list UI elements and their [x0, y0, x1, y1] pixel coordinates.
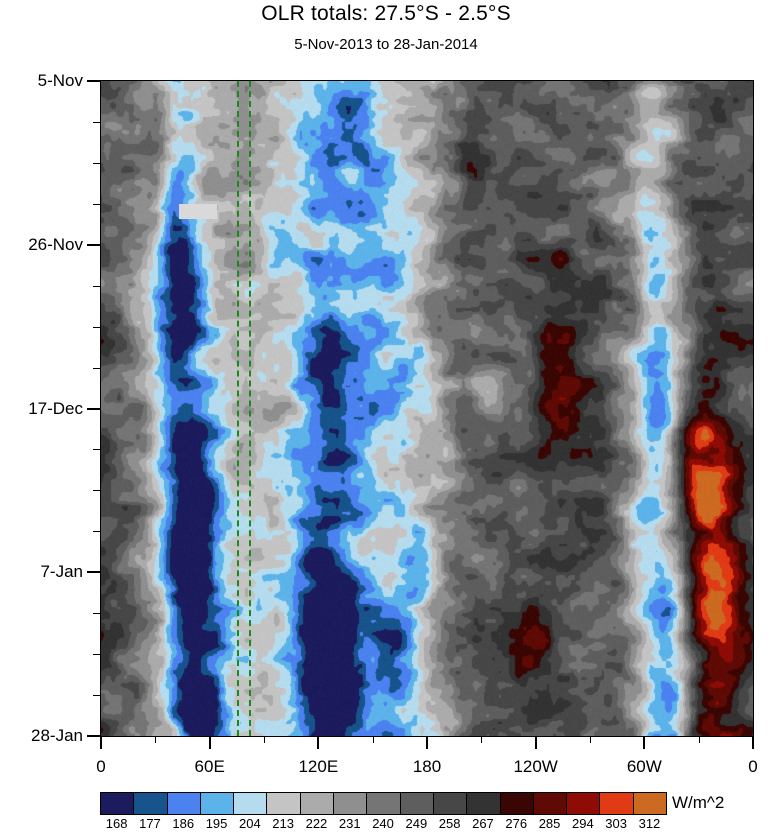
- y-tick-minor: [93, 654, 101, 656]
- y-tick-minor: [93, 449, 101, 451]
- colorbar-tick-label: 294: [571, 816, 594, 831]
- colorbar-swatch: [399, 793, 433, 814]
- colorbar-units-label: W/m^2: [672, 793, 725, 812]
- y-tick-label: 5-Nov: [37, 71, 83, 90]
- colorbar-ticks: 168 177 186 195 204 213 222 231 240 249 258 267 276 2…: [0, 816, 772, 832]
- y-tick-label: 26-Nov: [28, 234, 83, 254]
- colorbar-swatch: [199, 793, 234, 814]
- hovmoller-plot: 5-Nov 26-Nov 17-Dec 7-Jan 28-Jan 0 60E 120E 180…: [28, 71, 758, 776]
- x-tick-minor: [698, 736, 700, 743]
- colorbar-tick-label: 285: [538, 816, 561, 831]
- x-tick-label: 120E: [298, 757, 339, 776]
- colorbar-tick-label: 303: [605, 816, 627, 831]
- colorbar-tick-label: 231: [338, 816, 361, 831]
- colorbar-swatch: [266, 793, 300, 814]
- x-tick-minor: [372, 736, 374, 743]
- y-tick-minor: [93, 531, 101, 533]
- x-tick-major: [208, 736, 211, 749]
- x-tick-major: [426, 736, 428, 749]
- colorbar: [100, 792, 668, 815]
- colorbar-swatch: [432, 793, 467, 814]
- colorbar-swatch: [499, 793, 533, 814]
- colorbar-tick-label: 204: [238, 816, 261, 831]
- colorbar-tick-label: 267: [472, 816, 494, 831]
- x-tick-label: 60E: [194, 757, 225, 776]
- colorbar-tick-label: 276: [505, 816, 528, 831]
- colorbar-tick-label: 222: [305, 816, 328, 831]
- reference-line: [249, 81, 251, 736]
- x-tick-minor: [590, 736, 591, 743]
- colorbar-tick-label: 240: [372, 816, 394, 831]
- x-tick-label: 60W: [626, 757, 662, 776]
- colorbar-swatch: [566, 793, 600, 814]
- colorbar-swatch: [632, 793, 667, 814]
- x-tick-minor: [481, 736, 483, 743]
- y-tick-major: [87, 80, 101, 82]
- colorbar-tick-label: 213: [272, 816, 294, 831]
- y-tick-label: 7-Jan: [40, 562, 83, 582]
- colorbar-swatch: [101, 793, 134, 814]
- page-subtitle: 5-Nov-2013 to 28-Jan-2014: [294, 36, 478, 53]
- y-tick-minor: [93, 490, 101, 492]
- colorbar-tick-label: 312: [638, 816, 661, 831]
- page-title: OLR totals: 27.5°S - 2.5°S: [261, 2, 511, 25]
- y-tick-major: [87, 407, 101, 410]
- colorbar-tick-label: 168: [105, 816, 128, 831]
- x-tick-label: 0: [96, 757, 106, 776]
- x-tick-major: [100, 736, 102, 749]
- y-tick-minor: [93, 695, 101, 697]
- x-tick-label: 120W: [513, 757, 558, 776]
- colorbar-swatch: [133, 793, 167, 814]
- y-tick-label: 17-Dec: [28, 398, 83, 418]
- colorbar-swatch: [366, 793, 400, 814]
- y-tick-minor: [93, 162, 101, 164]
- y-tick-minor: [93, 613, 101, 615]
- missing-data-patch: [178, 204, 217, 219]
- y-tick-major: [87, 735, 101, 737]
- x-tick-major: [534, 736, 537, 749]
- y-tick-major: [87, 571, 101, 574]
- y-tick-minor: [93, 203, 101, 205]
- colorbar-tick-label: 249: [405, 816, 428, 831]
- reference-line: [237, 81, 239, 736]
- x-tick-label: 180: [412, 757, 442, 776]
- colorbar-tick-label: 177: [139, 816, 161, 831]
- y-tick-minor: [93, 285, 101, 287]
- y-tick-major: [87, 243, 101, 246]
- x-tick-minor: [155, 736, 157, 743]
- y-tick-label: 28-Jan: [31, 726, 83, 745]
- colorbar-swatch: [532, 793, 567, 814]
- colorbar-swatch: [466, 793, 500, 814]
- y-tick-minor: [93, 367, 101, 369]
- colorbar-tick-label: 186: [172, 816, 195, 831]
- x-tick-major: [752, 736, 754, 749]
- x-tick-label: 0: [748, 757, 758, 776]
- colorbar-swatch: [233, 793, 267, 814]
- colorbar-tick-label: 195: [205, 816, 228, 831]
- y-tick-minor: [93, 326, 101, 328]
- olr-field-canvas: [101, 81, 753, 736]
- x-tick-minor: [264, 736, 265, 743]
- colorbar-tick-label: 258: [438, 816, 461, 831]
- colorbar-swatch: [166, 793, 200, 814]
- y-tick-minor: [93, 121, 101, 123]
- colorbar-swatch: [299, 793, 334, 814]
- colorbar-swatch: [333, 793, 367, 814]
- x-tick-major: [317, 736, 320, 749]
- x-tick-major: [643, 736, 646, 749]
- colorbar-swatch: [599, 793, 633, 814]
